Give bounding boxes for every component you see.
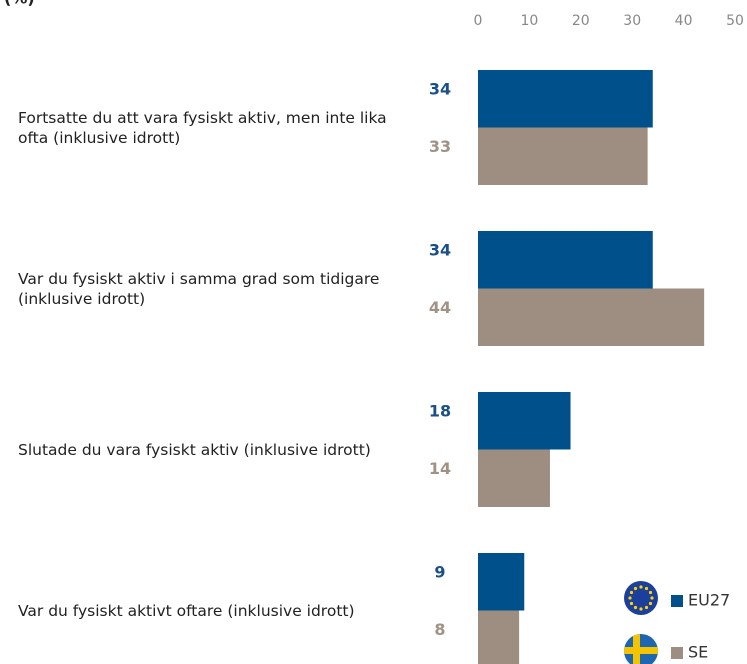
bar	[478, 288, 705, 346]
value-label: 33	[429, 137, 451, 156]
x-tick-label: 10	[520, 13, 538, 29]
chart-title: (%)	[4, 0, 35, 8]
bar	[478, 392, 571, 450]
value-label: 18	[429, 402, 451, 421]
value-label: 34	[429, 241, 451, 260]
category-label: Var du fysiskt aktiv i samma grad som ti…	[18, 269, 380, 308]
value-label: 14	[429, 459, 451, 478]
bar	[478, 610, 520, 664]
se-flag	[624, 634, 658, 664]
category-label: Slutade du vara fysiskt aktiv (inklusive…	[18, 440, 371, 459]
x-tick-label: 0	[474, 13, 483, 29]
legend-swatch	[671, 647, 683, 659]
legend-label: SE	[688, 643, 708, 662]
x-tick-label: 40	[675, 13, 693, 29]
bar	[478, 127, 648, 185]
bar	[478, 449, 550, 507]
eu-flag	[624, 581, 658, 615]
legend-swatch	[671, 595, 683, 607]
x-tick-label: 50	[726, 13, 744, 29]
legend-label: EU27	[688, 591, 730, 610]
value-label: 9	[434, 563, 445, 582]
x-tick-label: 20	[572, 13, 590, 29]
category-label: Var du fysiskt aktivt oftare (inklusive …	[18, 601, 355, 620]
bar	[478, 231, 653, 289]
bar	[478, 70, 653, 128]
bar	[478, 553, 525, 611]
category-label: Fortsatte du att vara fysiskt aktiv, men…	[18, 108, 387, 147]
value-label: 34	[429, 80, 451, 99]
x-tick-label: 30	[623, 13, 641, 29]
value-label: 44	[429, 298, 451, 317]
value-label: 8	[434, 620, 445, 639]
